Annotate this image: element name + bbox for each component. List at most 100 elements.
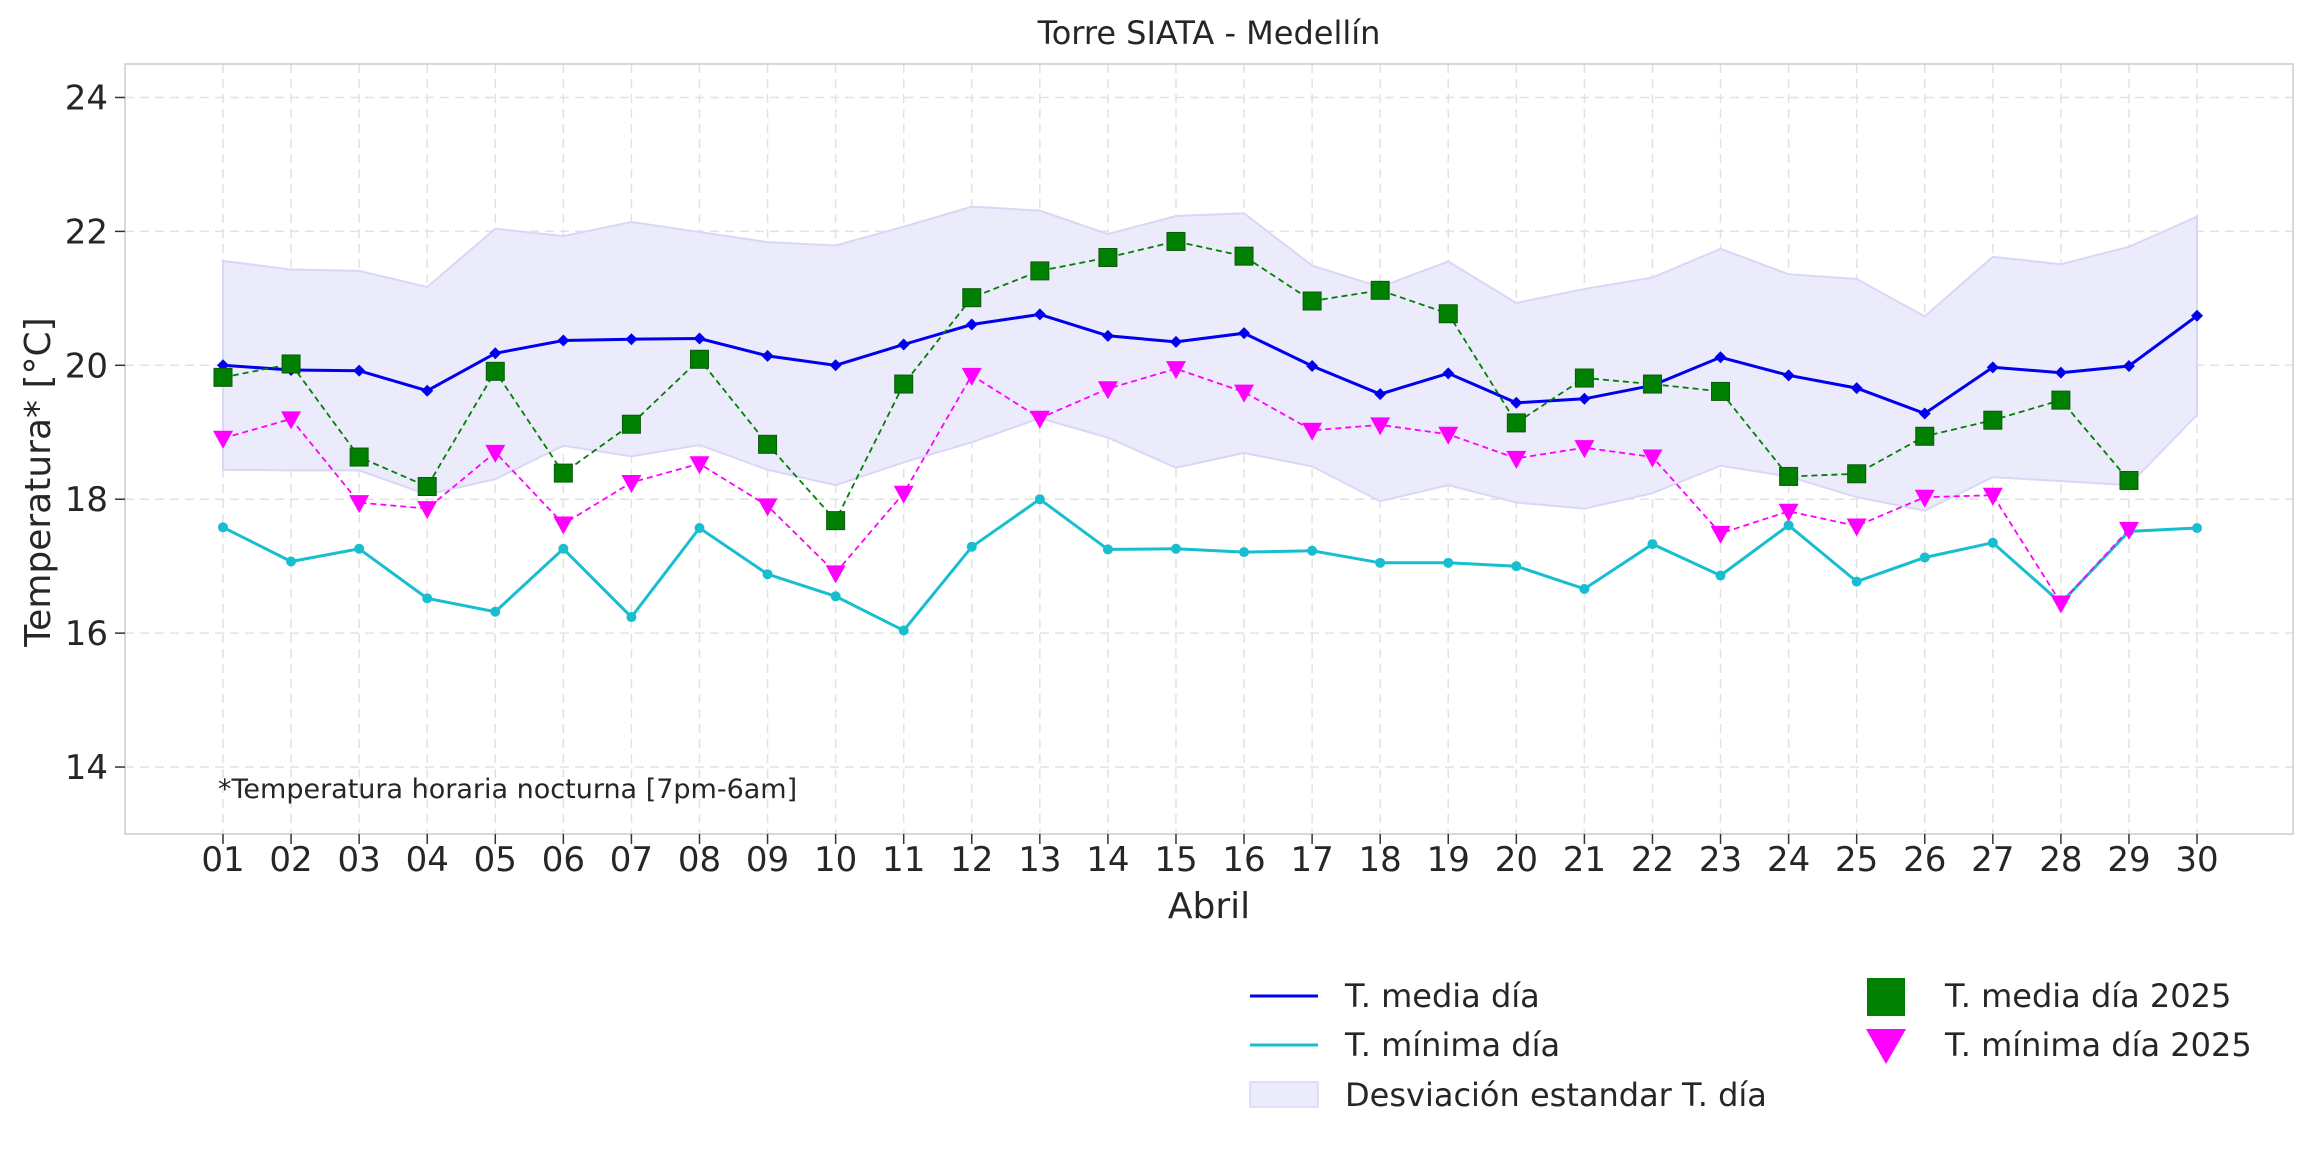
x-tick-label: 09 xyxy=(746,840,789,880)
point-t-minima-dia-2025 xyxy=(825,565,846,584)
point-t-minima-dia xyxy=(898,625,909,636)
x-tick-label: 11 xyxy=(882,840,925,880)
x-tick-label: 10 xyxy=(814,840,857,880)
x-tick-label: 08 xyxy=(678,840,721,880)
point-t-minima-dia-2025 xyxy=(349,495,370,514)
point-t-minima-dia xyxy=(1034,494,1045,505)
point-t-media-dia xyxy=(1442,367,1455,380)
point-t-minima-dia xyxy=(1579,583,1590,594)
point-t-media-dia xyxy=(1850,382,1863,395)
point-t-minima-dia-2025 xyxy=(1165,361,1186,380)
point-t-minima-dia xyxy=(762,569,773,580)
point-t-minima-dia-2025 xyxy=(1642,449,1663,468)
point-t-media-dia xyxy=(1986,361,1999,374)
point-t-media-dia-2025 xyxy=(1166,231,1186,251)
point-t-minima-dia-2025 xyxy=(417,501,438,520)
series-line-t-minima-dia xyxy=(222,497,2198,633)
point-t-minima-dia xyxy=(1443,557,1454,568)
point-t-minima-dia xyxy=(558,543,569,554)
legend-swatch-std-band xyxy=(1249,1081,1319,1108)
point-t-media-dia xyxy=(1238,327,1251,340)
y-tick-label: 22 xyxy=(65,212,108,252)
point-t-media-dia xyxy=(421,384,434,397)
point-t-media-dia-2025 xyxy=(1438,304,1458,324)
point-t-minima-dia xyxy=(830,591,841,602)
legend-label: T. mínima día xyxy=(1344,1026,1560,1064)
point-t-minima-dia xyxy=(218,522,228,533)
x-tick-label: 28 xyxy=(2039,840,2082,880)
point-t-minima-dia-2025 xyxy=(485,444,506,463)
point-t-minima-dia xyxy=(422,593,433,604)
point-t-media-dia-2025 xyxy=(1234,246,1254,266)
series-t-media-dia xyxy=(217,308,2204,420)
point-t-minima-dia xyxy=(626,612,637,623)
x-tick-label: 23 xyxy=(1699,840,1742,880)
x-tick-label: 01 xyxy=(201,840,244,880)
point-t-media-dia-2025 xyxy=(1847,464,1867,484)
point-t-media-dia-2025 xyxy=(1370,280,1390,300)
point-t-media-dia-2025 xyxy=(1506,413,1526,433)
point-t-media-dia xyxy=(353,364,366,377)
x-tick-label: 12 xyxy=(950,840,993,880)
point-t-media-dia-2025 xyxy=(1642,374,1662,394)
point-t-media-dia xyxy=(2054,366,2067,379)
x-tick-label: 16 xyxy=(1222,840,1265,880)
point-t-minima-dia-2025 xyxy=(2050,595,2071,614)
point-t-minima-dia-2025 xyxy=(1097,381,1118,400)
point-t-minima-dia xyxy=(2192,523,2203,534)
plot-area: 14 16 18 20 22 24 01 02 03 04 05 06 07 08 09 10 11 12 13 14… xyxy=(65,63,2294,880)
point-t-minima-dia-2025 xyxy=(553,516,574,535)
point-t-minima-dia xyxy=(1102,544,1113,555)
x-tick-label: 24 xyxy=(1767,840,1810,880)
x-tick-label: 18 xyxy=(1359,840,1402,880)
x-tick-label: 13 xyxy=(1018,840,1061,880)
point-t-media-dia xyxy=(557,334,570,347)
x-tick-label: 17 xyxy=(1290,840,1333,880)
point-t-minima-dia-2025 xyxy=(1029,410,1050,429)
point-t-media-dia-2025 xyxy=(2119,470,2139,490)
point-t-media-dia xyxy=(897,338,910,351)
point-t-minima-dia xyxy=(966,541,977,552)
y-tick-label: 16 xyxy=(65,614,108,654)
point-t-minima-dia xyxy=(354,543,365,554)
point-t-media-dia xyxy=(625,333,638,346)
point-t-media-dia-2025 xyxy=(213,367,233,387)
point-t-minima-dia xyxy=(1375,557,1386,568)
series-line-t-media-dia xyxy=(222,312,2198,416)
point-t-media-dia xyxy=(1306,359,1319,372)
point-t-media-dia xyxy=(829,359,842,372)
point-t-minima-dia xyxy=(1783,520,1794,531)
point-t-minima-dia-2025 xyxy=(1914,489,1935,508)
x-tick-label: 14 xyxy=(1086,840,1129,880)
point-t-minima-dia-2025 xyxy=(1438,426,1459,445)
x-tick-label: 27 xyxy=(1971,840,2014,880)
point-t-media-dia xyxy=(693,332,706,345)
point-t-minima-dia-2025 xyxy=(1370,417,1391,436)
point-t-minima-dia xyxy=(286,556,297,567)
point-t-media-dia xyxy=(761,349,774,362)
point-t-minima-dia-2025 xyxy=(893,485,914,504)
point-t-minima-dia-2025 xyxy=(961,367,982,386)
point-t-minima-dia-2025 xyxy=(2118,521,2139,540)
point-t-media-dia-2025 xyxy=(485,361,505,381)
point-t-media-dia-2025 xyxy=(962,288,982,308)
x-tick-label: 25 xyxy=(1835,840,1878,880)
point-t-media-dia-2025 xyxy=(553,463,573,483)
legend-label: T. mínima día 2025 xyxy=(1944,1026,2252,1064)
x-tick-label: 02 xyxy=(269,840,312,880)
y-tick-label: 14 xyxy=(65,748,108,788)
y-tick-label: 18 xyxy=(65,480,108,520)
point-t-media-dia xyxy=(1714,351,1727,364)
x-tick-label: 19 xyxy=(1427,840,1470,880)
point-t-media-dia xyxy=(1374,388,1387,401)
point-t-media-dia-2025 xyxy=(417,476,437,496)
plot-frame xyxy=(124,63,2294,835)
point-t-media-dia xyxy=(1510,396,1523,409)
point-t-media-dia-2025 xyxy=(1915,426,1935,446)
point-t-media-dia-2025 xyxy=(349,447,369,467)
x-tick-label: 29 xyxy=(2107,840,2150,880)
point-t-minima-dia-2025 xyxy=(1234,384,1255,403)
series-t-minima-dia-2025 xyxy=(213,361,2139,614)
point-t-media-dia-2025 xyxy=(2051,390,2071,410)
